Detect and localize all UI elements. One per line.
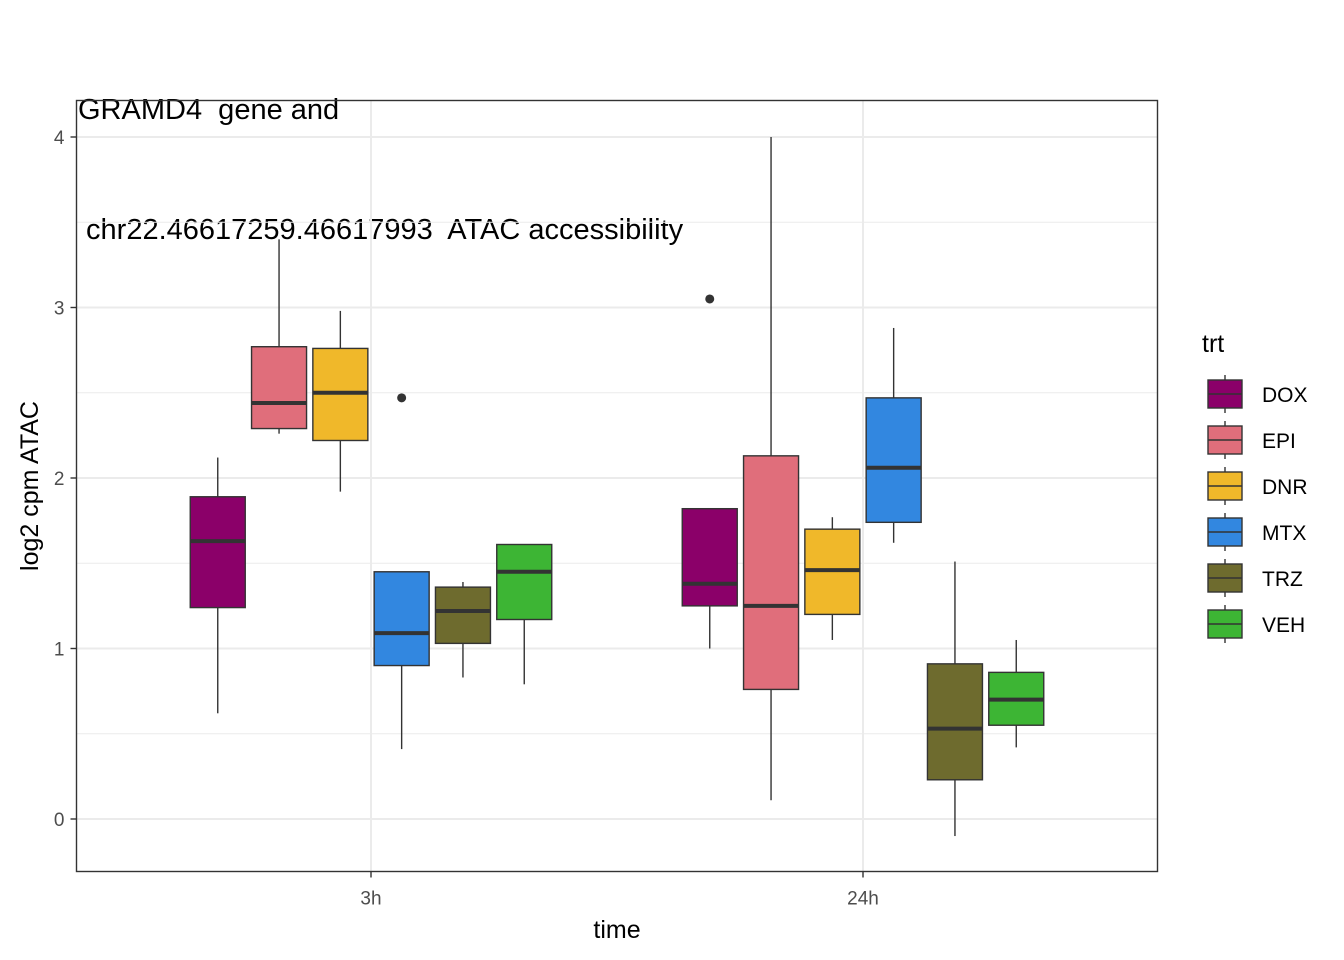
chart-title-line-2: chr22.46617259.46617993 ATAC accessibili…	[78, 214, 684, 246]
legend-item-dnr: DNR	[1207, 467, 1308, 505]
y-tick-label: 2	[54, 469, 65, 490]
legend-item-trz: TRZ	[1207, 559, 1303, 597]
box-rect	[865, 397, 922, 524]
panel-border	[75, 99, 1159, 873]
axis-layer: 0 1 2 3 4 3h 24h	[54, 128, 879, 910]
legend-item-mtx: MTX	[1207, 513, 1306, 551]
y-tick-label: 0	[54, 810, 65, 831]
y-tick-label: 3	[54, 299, 65, 320]
box-dnr-24h	[804, 517, 861, 640]
box-epi-24h	[742, 137, 800, 801]
y-axis-title: log2 cpm ATAC	[16, 401, 44, 571]
x-tick-label: 24h	[847, 889, 879, 910]
legend-label: DOX	[1262, 384, 1308, 407]
box-trz-24h	[926, 561, 984, 837]
legend-label: DNR	[1262, 476, 1308, 499]
y-tick-label: 4	[54, 128, 65, 149]
box-veh-3h	[496, 543, 553, 685]
outlier-point	[705, 294, 715, 304]
x-axis-title: time	[593, 916, 640, 944]
y-tick-label: 1	[54, 640, 65, 661]
legend-title: trt	[1202, 330, 1224, 358]
legend-item-veh: VEH	[1207, 605, 1305, 643]
box-rect	[373, 571, 430, 667]
legend-label: EPI	[1262, 430, 1296, 453]
box-rect	[496, 543, 553, 621]
legend: trt DOX EPI DNR MTX TRZ VEH	[1202, 330, 1308, 643]
box-rect	[250, 346, 308, 430]
box-trz-3h	[434, 582, 492, 678]
chart-title-line-1: GRAMD4 gene and	[78, 94, 340, 126]
box-dox-3h	[189, 457, 246, 714]
legend-label: VEH	[1262, 614, 1305, 637]
outlier-point	[397, 393, 407, 403]
box-rect	[742, 455, 800, 691]
grid-layer	[76, 100, 1158, 872]
box-dnr-3h	[312, 310, 369, 492]
box-mtx-24h	[865, 327, 922, 543]
box-rect	[434, 586, 492, 645]
legend-item-dox: DOX	[1207, 375, 1308, 413]
box-rect	[926, 663, 984, 781]
box-dox-24h	[681, 294, 738, 649]
chart-title: GRAMD4 gene and chr22.46617259.46617993 …	[78, 10, 683, 290]
box-rect	[189, 496, 246, 609]
box-veh-24h	[988, 639, 1045, 748]
legend-label: MTX	[1262, 522, 1306, 545]
legend-item-epi: EPI	[1207, 421, 1296, 459]
legend-label: TRZ	[1262, 568, 1303, 591]
x-tick-label: 3h	[360, 889, 381, 910]
box-layer	[189, 137, 1045, 837]
box-rect	[681, 507, 738, 607]
box-epi-3h	[250, 239, 308, 434]
box-mtx-3h	[373, 393, 430, 750]
